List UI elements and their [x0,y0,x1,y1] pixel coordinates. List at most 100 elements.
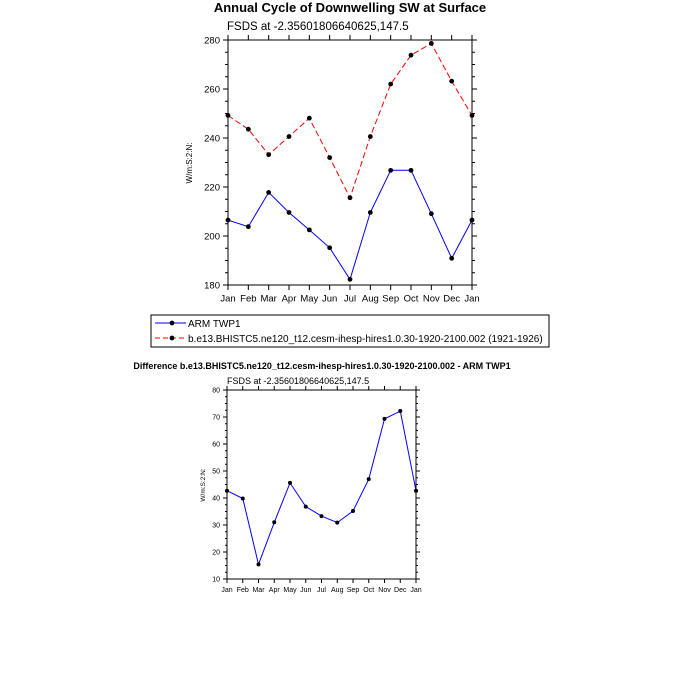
x-tick-label: Feb [240,294,256,305]
series-line-0 [226,410,417,567]
x-tick-label: Mar [252,587,265,594]
x-tick-label: Mar [260,294,276,305]
series-0-point [414,488,418,493]
legend-box [150,314,550,348]
bottom-chart-subtitle: FSDS at -2.35601806640625,147.5 [227,376,369,386]
series-0-point [366,477,371,482]
series-0-point [303,504,308,509]
top-chart-subtitle: FSDS at -2.35601806640625,147.5 [227,21,409,33]
top-plot-frame [227,39,473,286]
x-tick-label: Jan [220,294,235,305]
series-0-point [319,514,324,519]
x-tick-label: Sep [347,587,360,594]
series-0-point [408,167,414,173]
series-1-point [388,81,394,87]
x-tick-label: Aug [331,587,344,594]
top-x-axis: Jan Feb Mar Apr May Jun Jul Aug Sep Oct Nov Dec Jan [220,35,480,305]
top-chart-ylabel: W/m:S:2:N: [185,143,194,184]
series-0-point [428,211,434,217]
series-0-point [335,520,340,525]
y-tick-label: 40 [212,495,220,502]
series-0-point [469,217,475,223]
y-tick-label: 70 [212,414,220,421]
x-tick-label: Jul [344,294,356,305]
x-tick-label: Nov [378,587,391,594]
top-chart: Annual Cycle of Downwelling SW at Surfac… [185,0,486,305]
series-0-point [327,245,333,251]
x-tick-label: Oct [363,587,374,594]
top-series-group [225,41,475,282]
bottom-chart-title: Difference b.e13.BHISTC5.ne120_t12.cesm-… [133,361,510,371]
y-tick-label: 80 [212,387,220,394]
series-0-point [288,480,292,485]
legend: ARM TWP1 b.e13.BHISTC5.ne120_t12.cesm-ih… [150,314,550,348]
series-0-point [272,520,277,525]
legend-marker-arm [169,320,175,326]
y-tick-label: 60 [212,441,220,448]
x-tick-label: Nov [423,294,440,305]
bottom-chart: Difference b.e13.BHISTC5.ne120_t12.cesm-… [133,361,510,594]
series-0-point [449,255,455,261]
x-tick-label: Aug [362,294,379,305]
series-1-point [367,134,373,139]
series-0-point [245,224,251,230]
series-1-point [347,195,353,201]
bottom-x-axis: Jan Feb Mar Apr May Jun Jul Aug Sep Oct Nov Dec Jan [221,386,422,594]
y-tick-label: 260 [204,84,220,95]
y-tick-label: 220 [204,182,220,193]
x-tick-label: Dec [443,294,460,305]
series-0-point [347,276,353,282]
series-0-point [266,189,272,195]
y-tick-label: 50 [212,468,220,475]
x-tick-label: Feb [237,587,249,594]
x-tick-label: Jan [221,587,232,594]
series-0-point [225,217,231,223]
series-line-0 [227,169,473,281]
y-tick-label: 30 [212,522,220,529]
legend-marker-model [169,335,175,341]
x-tick-label: May [300,294,318,305]
top-y-axis: 180 200 220 240 260 280 [204,35,477,291]
series-0-point [256,562,261,567]
series-0-point [388,167,394,173]
x-tick-label: Sep [382,294,399,305]
series-0-point [398,409,403,414]
bottom-series-group [225,409,418,567]
series-0-point [225,488,229,493]
x-tick-label: Apr [269,587,281,594]
y-tick-label: 280 [204,35,220,46]
y-tick-label: 200 [204,231,220,242]
series-1-point [428,41,434,46]
x-tick-label: May [283,587,297,594]
series-0-point [367,210,373,215]
series-0-point [382,416,387,421]
series-1-point [245,126,251,132]
x-tick-label: Oct [404,294,419,305]
series-1-point [449,78,455,84]
x-tick-label: Jun [322,294,337,305]
series-1-point [306,115,312,121]
x-tick-label: Jan [410,587,421,594]
x-tick-label: Dec [394,587,407,594]
series-0-point [240,496,245,501]
y-tick-label: 20 [212,549,220,556]
x-tick-label: Apr [282,294,297,305]
x-tick-label: Jan [464,294,479,305]
series-line-1 [227,42,473,200]
legend-label-model: b.e13.BHISTC5.ne120_t12.cesm-ihesp-hires… [188,334,543,345]
series-1-point [266,152,272,158]
legend-label-arm: ARM TWP1 [188,319,241,330]
x-tick-label: Jun [300,587,311,594]
x-tick-label: Jul [317,587,326,594]
series-1-point [327,155,333,161]
series-1-point [225,113,231,118]
y-tick-label: 180 [204,280,220,291]
bottom-chart-ylabel: W/m:S:2:N: [200,468,207,501]
top-chart-title: Annual Cycle of Downwelling SW at Surfac… [214,0,486,15]
series-1-point [408,52,414,58]
series-0-point [351,508,355,513]
y-tick-label: 240 [204,133,220,144]
series-0-point [286,210,292,215]
series-0-point [306,227,312,233]
